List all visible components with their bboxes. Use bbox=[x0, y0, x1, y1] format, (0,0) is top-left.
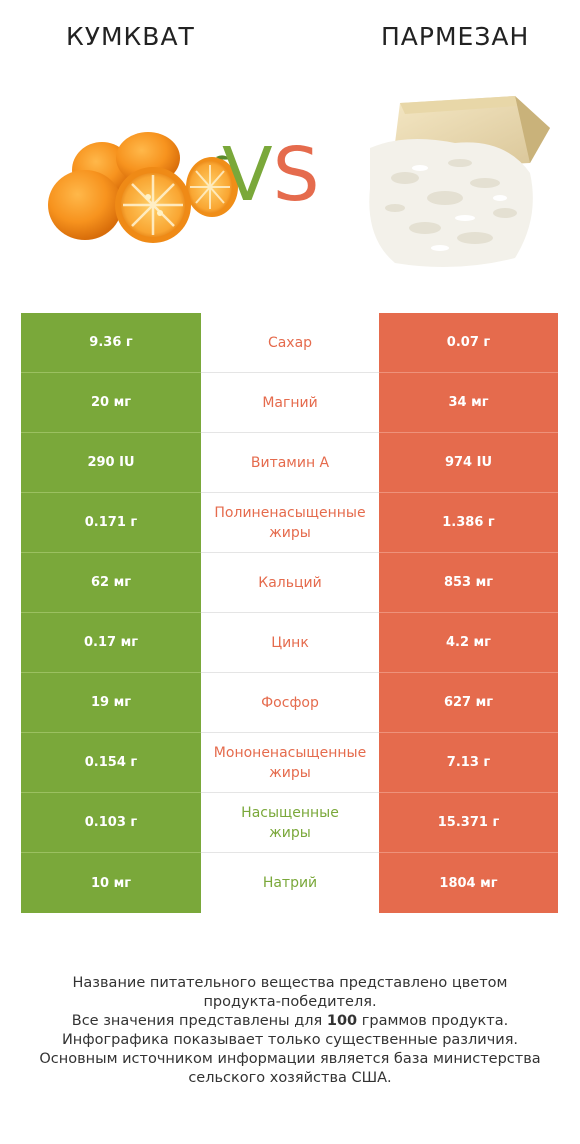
footer-line: сельского хозяйства США. bbox=[188, 1070, 392, 1086]
nutrient-name: Витамин A bbox=[201, 433, 379, 493]
parmesan-image bbox=[369, 96, 550, 267]
left-value: 20 мг bbox=[21, 373, 201, 433]
nutrient-name-line: жиры bbox=[269, 824, 311, 841]
nutrient-name-line: Мононенасыщенные bbox=[213, 744, 367, 761]
table-row: 0.103 г Насыщенные жиры 15.371 г bbox=[21, 793, 558, 853]
nutrient-name-line: жиры bbox=[269, 524, 311, 541]
right-value: 1.386 г bbox=[379, 493, 558, 553]
left-value: 0.171 г bbox=[21, 493, 201, 553]
table-row: 20 мг Магний 34 мг bbox=[21, 373, 558, 433]
nutrient-name-line: Витамин A bbox=[250, 454, 330, 471]
table-row: 290 IU Витамин A 974 IU bbox=[21, 433, 558, 493]
nutrient-name: Фосфор bbox=[201, 673, 379, 733]
right-value: 974 IU bbox=[379, 433, 558, 493]
left-value: 0.103 г bbox=[21, 793, 201, 853]
left-value: 19 мг bbox=[21, 673, 201, 733]
table-row: 62 мг Кальций 853 мг bbox=[21, 553, 558, 613]
nutrient-name-line: Полиненасыщенные bbox=[214, 504, 366, 521]
right-value: 7.13 г bbox=[379, 733, 558, 793]
left-product-title: КУМКВАТ bbox=[66, 22, 195, 51]
vs-s: S bbox=[272, 132, 320, 218]
table-row: 0.154 г Мононенасыщенные жиры 7.13 г bbox=[21, 733, 558, 793]
nutrient-name: Насыщенные жиры bbox=[201, 793, 379, 853]
nutrient-name: Полиненасыщенные жиры bbox=[201, 493, 379, 553]
right-value: 34 мг bbox=[379, 373, 558, 433]
left-value: 0.154 г bbox=[21, 733, 201, 793]
footer-line: Основным источником информации является … bbox=[39, 1051, 541, 1067]
nutrient-name: Сахар bbox=[201, 313, 379, 373]
nutrient-name-line: Кальций bbox=[258, 574, 322, 591]
nutrient-name-line: Магний bbox=[262, 394, 318, 411]
nutrient-name: Кальций bbox=[201, 553, 379, 613]
table-row: 9.36 г Сахар 0.07 г bbox=[21, 313, 558, 373]
nutrient-name-line: Сахар bbox=[267, 334, 313, 351]
kumquat-image bbox=[48, 132, 238, 243]
footer-line: Все значения представлены для 100 граммо… bbox=[71, 1013, 509, 1029]
left-value: 0.17 мг bbox=[21, 613, 201, 673]
footer-line: продукта-победителя. bbox=[203, 994, 377, 1010]
right-value: 1804 мг bbox=[379, 853, 558, 913]
right-product-title: ПАРМЕЗАН bbox=[381, 22, 530, 51]
comparison-table: 9.36 г Сахар 0.07 г 20 мг Магний 34 мг 290 IU В… bbox=[21, 313, 558, 913]
left-value: 9.36 г bbox=[21, 313, 201, 373]
footer-note: Название питательного вещества представл… bbox=[20, 974, 560, 1088]
nutrient-name-line: Фосфор bbox=[261, 694, 319, 711]
nutrient-name-line: жиры bbox=[269, 764, 311, 781]
left-value: 290 IU bbox=[21, 433, 201, 493]
nutrient-name-line: Цинк bbox=[271, 634, 309, 651]
vs-label: VS bbox=[222, 132, 320, 218]
footer-line: Название питательного вещества представл… bbox=[72, 975, 508, 991]
left-value: 62 мг bbox=[21, 553, 201, 613]
nutrient-name-line: Натрий bbox=[262, 875, 318, 891]
right-value: 0.07 г bbox=[379, 313, 558, 373]
table-row: 10 мг Натрий 1804 мг bbox=[21, 853, 558, 913]
nutrient-name: Мононенасыщенные жиры bbox=[201, 733, 379, 793]
right-value: 853 мг bbox=[379, 553, 558, 613]
left-value: 10 мг bbox=[21, 853, 201, 913]
right-value: 627 мг bbox=[379, 673, 558, 733]
nutrient-name-line: Насыщенные bbox=[241, 804, 339, 821]
right-value: 15.371 г bbox=[379, 793, 558, 853]
nutrient-name: Натрий bbox=[201, 853, 379, 913]
nutrient-name: Цинк bbox=[201, 613, 379, 673]
right-value: 4.2 мг bbox=[379, 613, 558, 673]
nutrient-name: Магний bbox=[201, 373, 379, 433]
vs-v: V bbox=[222, 132, 273, 218]
table-row: 0.17 мг Цинк 4.2 мг bbox=[21, 613, 558, 673]
table-row: 19 мг Фосфор 627 мг bbox=[21, 673, 558, 733]
footer-line: Инфографика показывает только существенн… bbox=[61, 1032, 519, 1048]
table-row: 0.171 г Полиненасыщенные жиры 1.386 г bbox=[21, 493, 558, 553]
